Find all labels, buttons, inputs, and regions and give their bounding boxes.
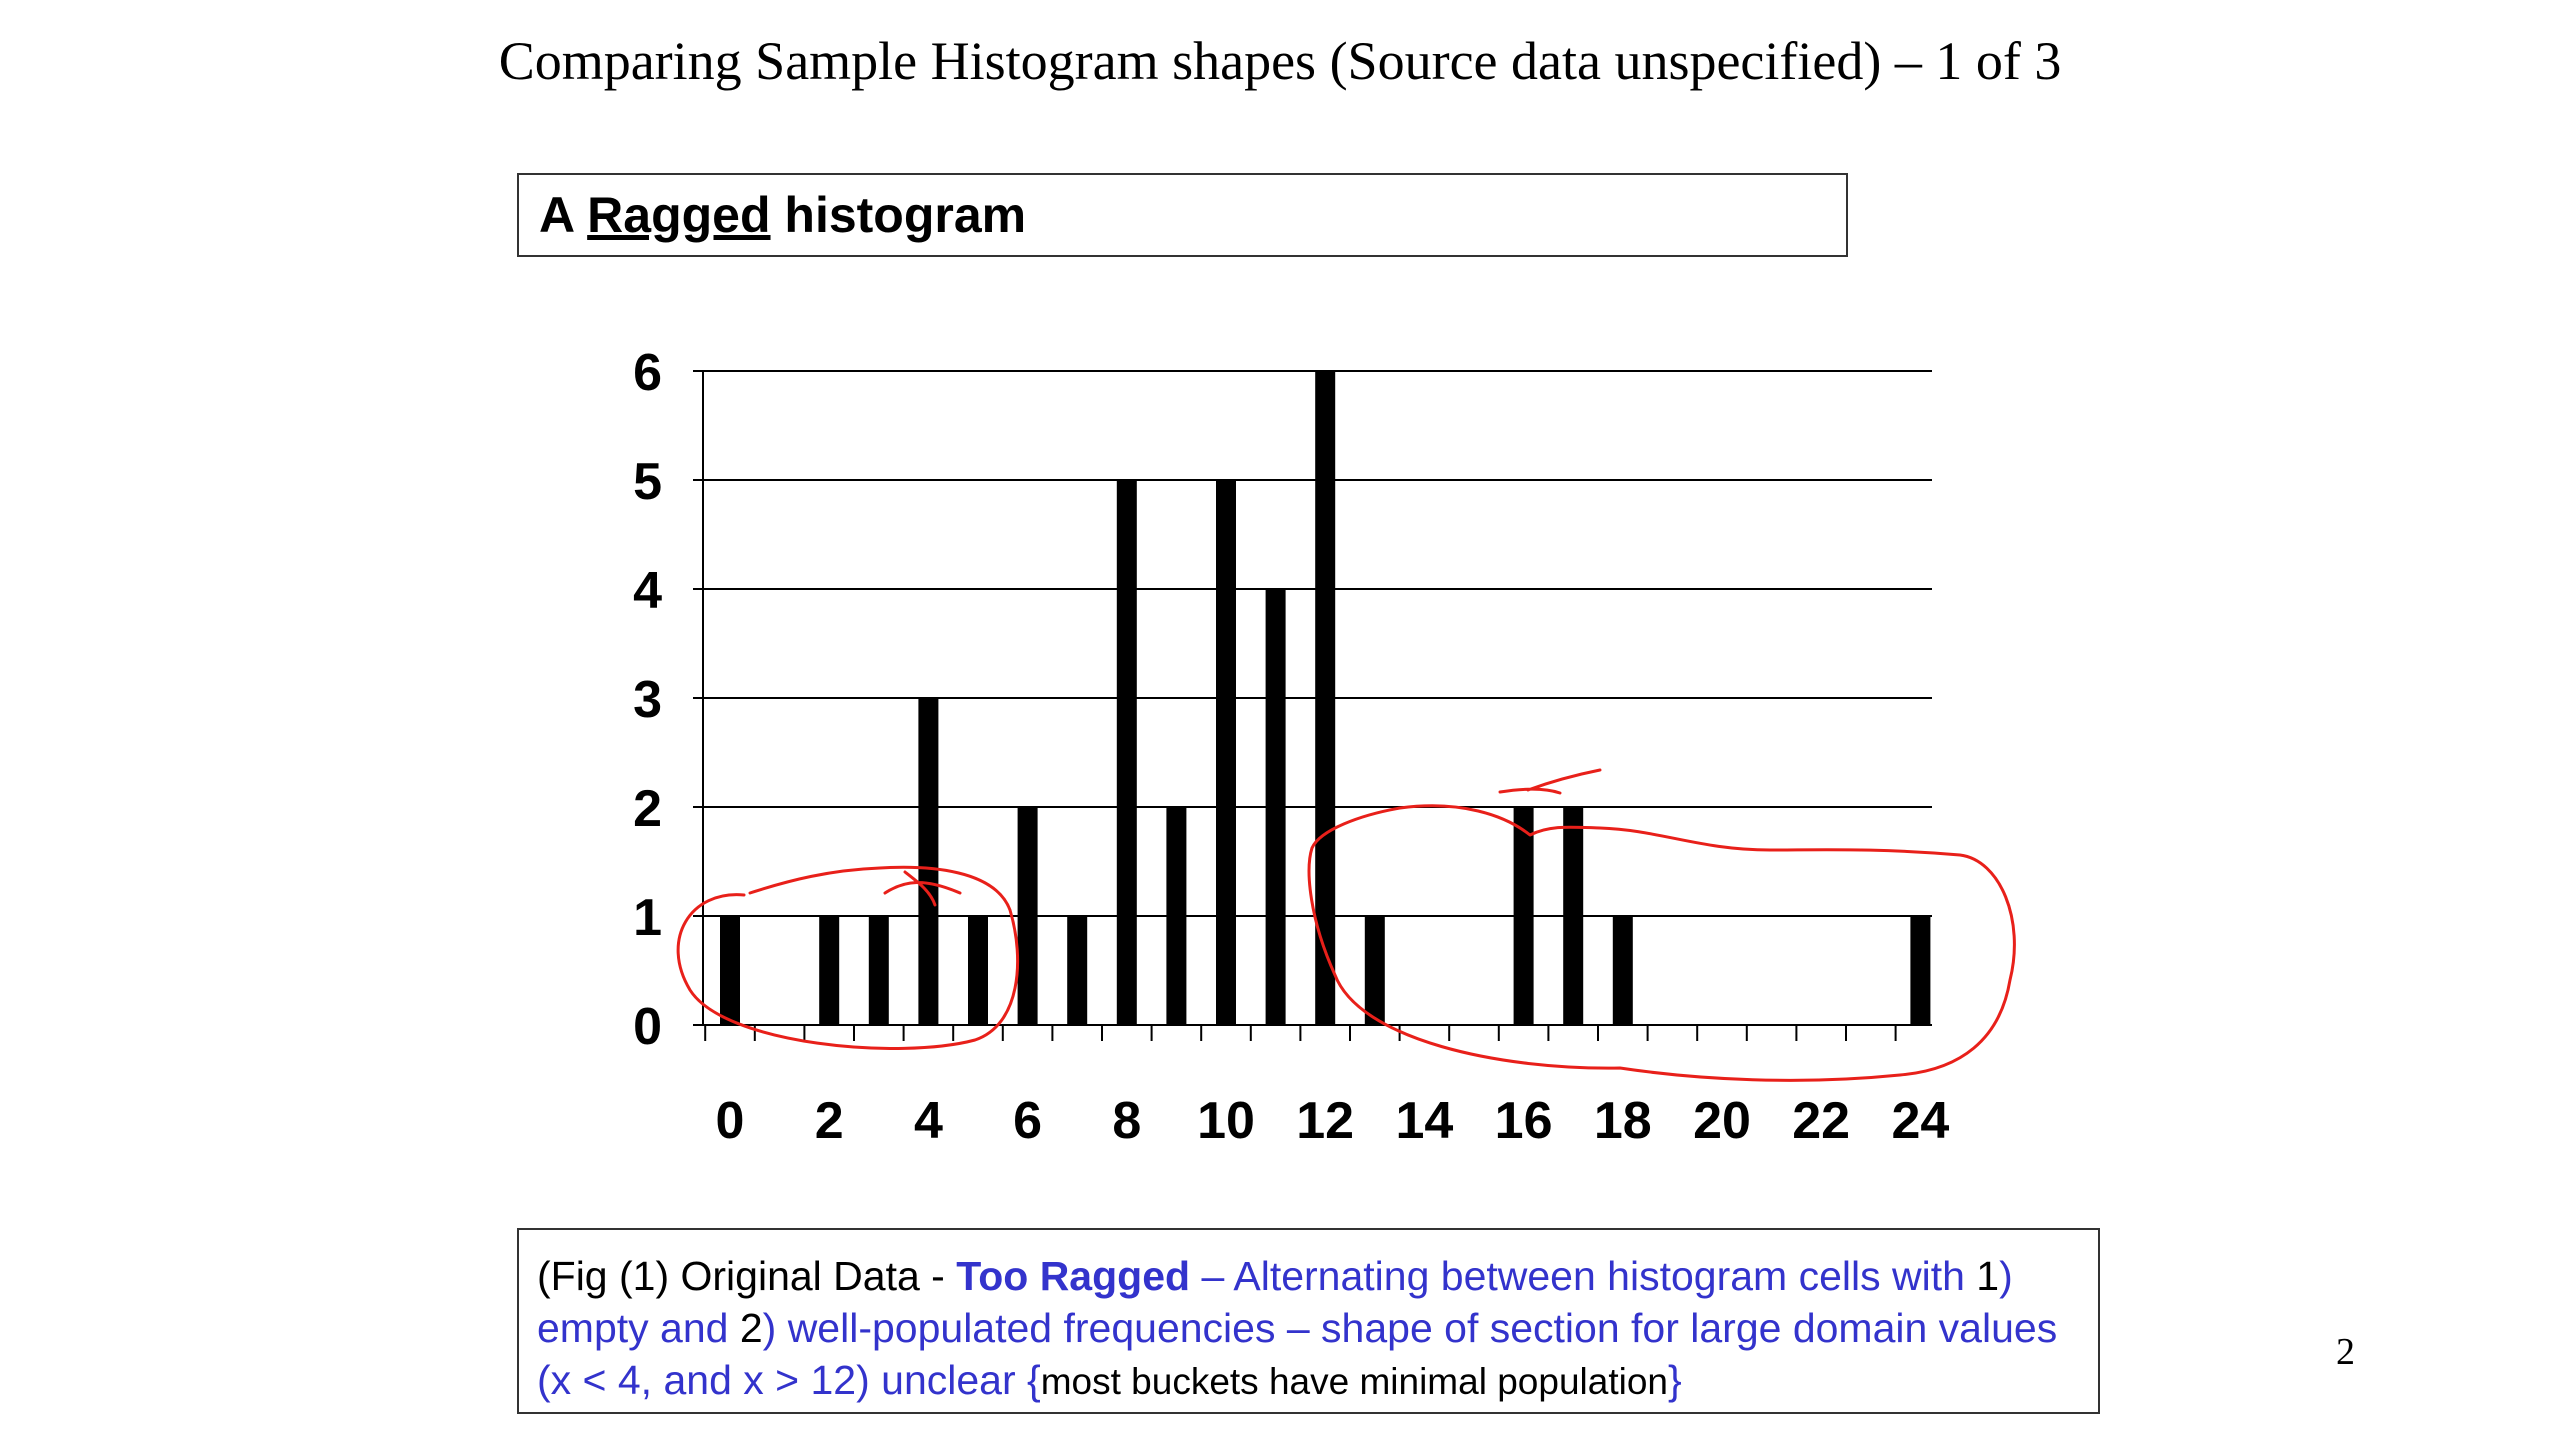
bar-11 [1265, 589, 1286, 1025]
annotation-cross-mark [883, 870, 962, 907]
title-prefix: A [539, 187, 588, 243]
x-tick-label-10: 10 [1197, 1092, 1255, 1150]
x-tick-label-24: 24 [1891, 1092, 1949, 1150]
title-underlined-word: Ragged [587, 187, 771, 243]
y-tick-label-6: 6 [633, 344, 662, 402]
bar-2 [819, 916, 840, 1025]
bar-0 [720, 916, 740, 1025]
x-tick-label-2: 2 [815, 1092, 844, 1150]
annotation-circle-right [1307, 804, 2016, 1082]
x-tick-label-8: 8 [1112, 1092, 1141, 1150]
caption-emphasis: Too Ragged [956, 1253, 1191, 1299]
x-tick-label-18: 18 [1594, 1092, 1652, 1150]
annotation-layer [676, 768, 2016, 1082]
caption-part4: ) well-populated frequencies – shape of … [537, 1305, 2058, 1403]
bar-6 [1017, 807, 1038, 1025]
x-tick-label-16: 16 [1495, 1092, 1553, 1150]
figure-caption: (Fig (1) Original Data - Too Ragged – Al… [517, 1228, 2100, 1414]
bar-8 [1116, 480, 1137, 1025]
caption-small-note: most buckets have minimal population [1040, 1361, 1668, 1402]
y-tick-label-0: 0 [633, 998, 662, 1056]
y-tick-label-3: 3 [633, 671, 662, 729]
x-tick-label-4: 4 [914, 1092, 943, 1150]
y-tick-label-5: 5 [633, 453, 662, 511]
bar-10 [1216, 480, 1236, 1025]
bar-9 [1166, 807, 1187, 1025]
x-tick-label-0: 0 [716, 1092, 745, 1150]
bar-13 [1364, 916, 1385, 1025]
bar-18 [1612, 916, 1633, 1025]
bar-4 [918, 698, 939, 1025]
bar-layer [720, 371, 1931, 1025]
title-suffix: histogram [770, 187, 1027, 243]
annotation-circle-left [676, 865, 1020, 1050]
bar-24 [1910, 916, 1931, 1025]
bar-3 [868, 916, 889, 1025]
caption-part1: (Fig (1) Original Data - [537, 1253, 957, 1299]
x-tick-label-6: 6 [1013, 1092, 1042, 1150]
slide-title: Comparing Sample Histogram shapes (Sourc… [498, 31, 2062, 91]
axis-layer [693, 370, 1932, 1041]
y-tick-label-2: 2 [633, 780, 662, 838]
y-tick-label-4: 4 [633, 562, 662, 620]
chart-title-box: A Ragged histogram [517, 173, 1848, 257]
x-tick-label-14: 14 [1395, 1092, 1453, 1150]
x-tick-label-20: 20 [1693, 1092, 1751, 1150]
bar-5 [968, 916, 988, 1025]
caption-part3: ) empty and [537, 1253, 2013, 1351]
bar-17 [1563, 807, 1584, 1025]
x-tick-label-12: 12 [1296, 1092, 1354, 1150]
x-tick-label-22: 22 [1792, 1092, 1850, 1150]
bar-16 [1513, 807, 1534, 1025]
caption-part2: – Alternating between histogram cells wi… [1190, 1253, 1977, 1299]
caption-num1: 1 [1976, 1253, 2000, 1299]
annotation-tick-right [1498, 768, 1602, 795]
caption-part5: } [1667, 1357, 1682, 1403]
bar-7 [1067, 916, 1088, 1025]
y-tick-label-1: 1 [633, 889, 662, 947]
bar-12 [1315, 371, 1336, 1025]
caption-num2: 2 [739, 1305, 763, 1351]
page-number: 2 [2336, 1331, 2355, 1373]
